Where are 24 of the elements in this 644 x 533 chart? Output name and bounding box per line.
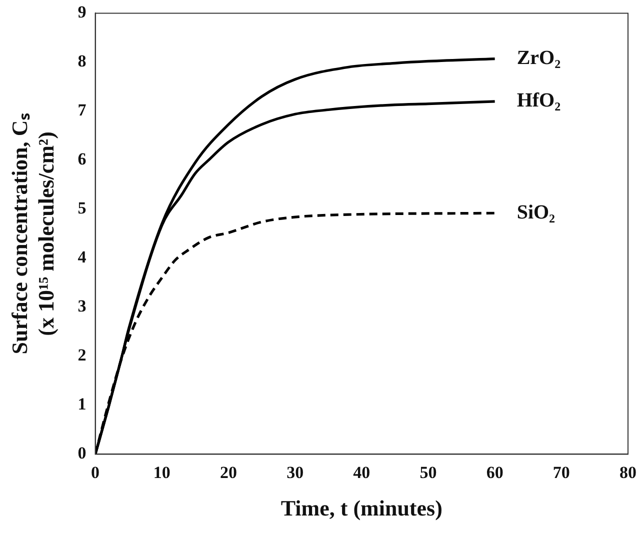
y-tick-label: 3 [78,296,86,316]
y-tick-label: 9 [78,2,86,22]
x-tick-label: 40 [353,462,370,482]
series-label: ZrO₂ [516,46,561,69]
x-axis-title: Time, t (minutes) [280,495,442,520]
x-tick-label: 10 [153,462,170,482]
y-tick-label: 1 [78,394,86,414]
x-tick-label: 0 [91,462,100,482]
y-tick-label: 8 [78,52,86,71]
x-tick-label: 60 [486,462,504,482]
x-tick-label: 80 [620,462,636,482]
y-tick-label: 2 [78,346,86,365]
y-tick-label: 0 [78,444,86,463]
y-tick-label: 4 [78,248,87,267]
x-tick-label: 50 [420,462,437,482]
y-tick-label: 7 [78,100,87,120]
x-tick-label: 70 [552,462,570,482]
x-tick-label: 20 [220,462,237,482]
y-axis-title: Surface concentration, Cₛ (x 10¹⁵ molecules/cm²) [6,113,58,354]
y-tick-label: 5 [78,198,86,218]
y-tick-label: 6 [78,150,86,169]
series-label: HfO₂ [516,90,561,112]
series-label: SiO₂ [516,201,556,224]
x-tick-label: 30 [286,462,304,482]
